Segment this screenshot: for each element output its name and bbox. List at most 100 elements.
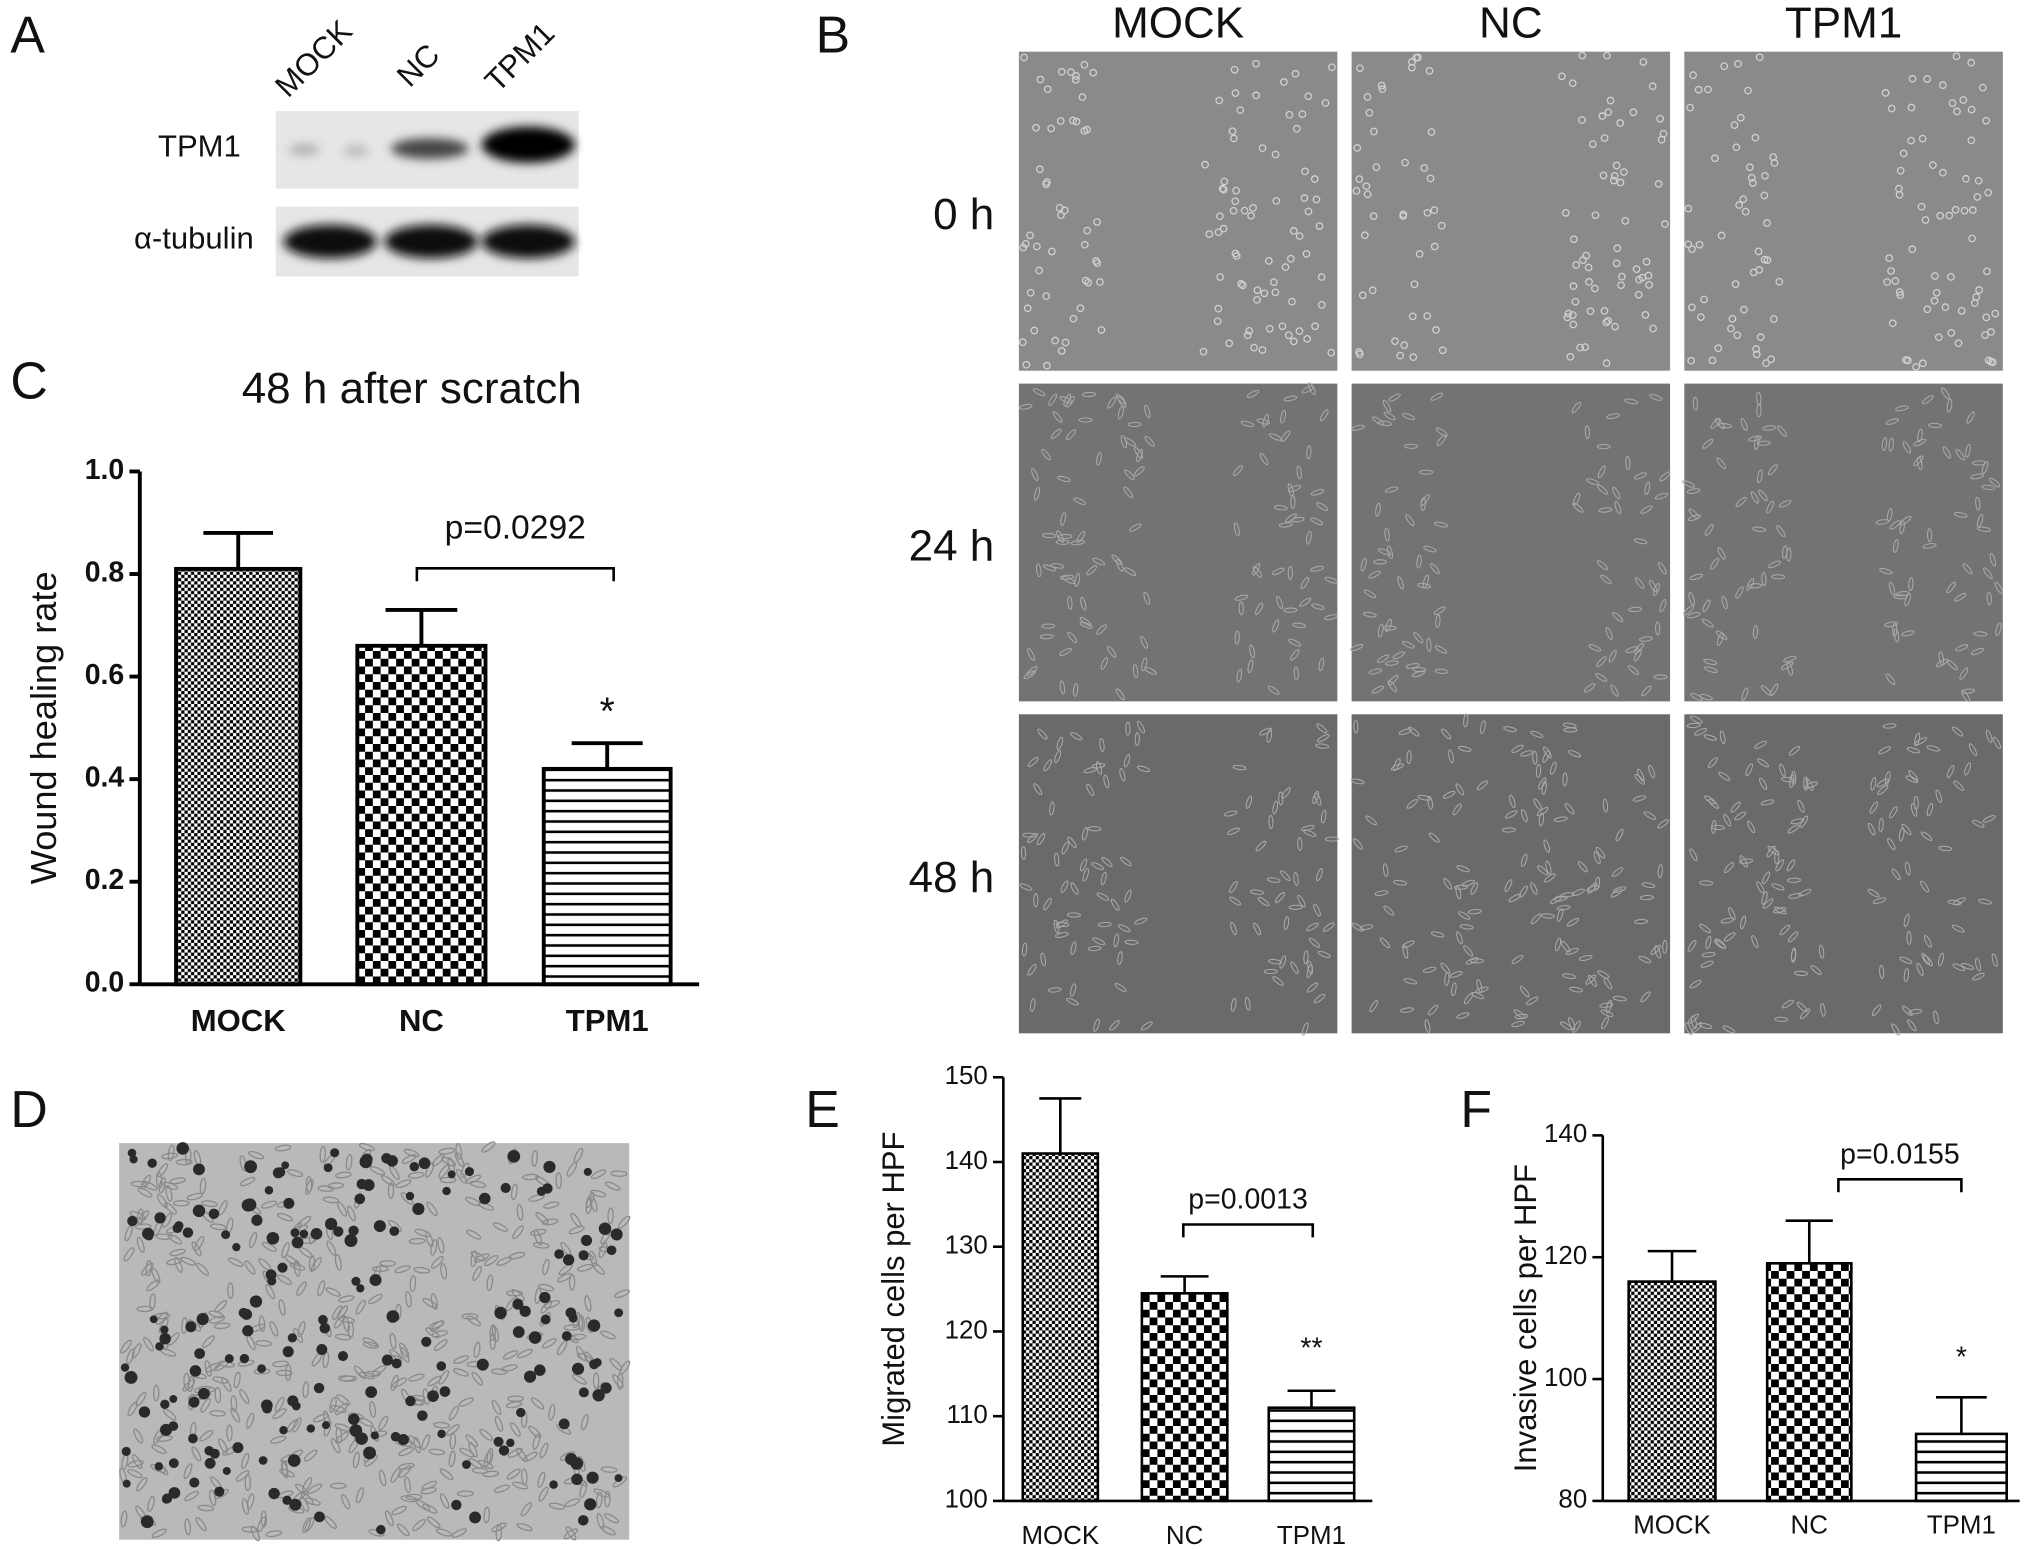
stained-cell (279, 1426, 288, 1435)
cell (1382, 399, 1392, 413)
panel-letter: F (1460, 1080, 1492, 1138)
cell (1096, 451, 1102, 466)
cell (1437, 221, 1446, 230)
stained-cell (330, 1148, 340, 1158)
stained-cell (405, 1191, 415, 1201)
column-label: MOCK (1112, 0, 1244, 47)
cell (244, 1260, 256, 1275)
cell (1901, 630, 1915, 637)
stained-cell (337, 1351, 349, 1362)
cell (1573, 492, 1581, 506)
cell (1960, 962, 1975, 970)
cell (338, 1295, 355, 1303)
cell (482, 1470, 500, 1478)
cell (1536, 806, 1549, 817)
cell (1684, 204, 1693, 213)
cell (194, 1235, 205, 1251)
cell (1115, 688, 1125, 701)
cell (1904, 356, 1912, 365)
cell (1767, 464, 1778, 476)
cell (325, 1287, 341, 1297)
cell (1599, 1002, 1614, 1008)
cell (589, 1250, 598, 1267)
cell (1365, 108, 1374, 117)
cell (1401, 640, 1415, 649)
cell (1413, 632, 1424, 644)
cell (167, 1233, 183, 1245)
cell (400, 1347, 410, 1363)
cell (1392, 651, 1406, 660)
cell (1505, 810, 1518, 819)
cell (137, 1210, 150, 1225)
cell (1716, 457, 1727, 470)
cell (227, 1257, 244, 1267)
cell (1810, 965, 1822, 975)
cell (539, 1442, 549, 1459)
cell (579, 1481, 588, 1499)
cell (1656, 114, 1665, 123)
stained-cell (314, 1511, 325, 1523)
cell (439, 1468, 454, 1481)
cell (1571, 401, 1582, 414)
cell (1313, 993, 1326, 1004)
cell (1100, 656, 1109, 670)
cell (1760, 191, 1769, 200)
cell (1283, 607, 1298, 613)
cell (516, 1522, 533, 1532)
cell (1115, 558, 1124, 572)
cell (1274, 891, 1286, 904)
cell (1314, 792, 1322, 806)
cell (1372, 163, 1381, 171)
cell (1287, 566, 1293, 580)
y-tick-label: 150 (945, 1062, 988, 1090)
cell (407, 1171, 425, 1179)
cell (1279, 78, 1288, 86)
cell (1268, 814, 1274, 829)
cell (355, 1299, 366, 1315)
stained-cell (324, 1217, 338, 1231)
cell (1899, 149, 1908, 158)
stained-cell (494, 1306, 507, 1320)
stained-cell (543, 1160, 556, 1174)
cell (1037, 728, 1048, 740)
cell (1382, 625, 1397, 631)
cell (1358, 291, 1367, 300)
cell (1606, 96, 1615, 105)
cell (1031, 468, 1039, 482)
cell (1022, 360, 1031, 369)
stained-cell (129, 1155, 138, 1164)
cell (358, 1371, 376, 1380)
cell (368, 1293, 383, 1305)
cell (1752, 350, 1761, 359)
stained-cell (176, 1142, 189, 1155)
cell (1086, 565, 1098, 576)
cell (1610, 888, 1623, 898)
cell (1463, 992, 1474, 1005)
cell (1353, 838, 1363, 850)
stained-cell (174, 1221, 184, 1231)
cell (1921, 216, 1930, 224)
cell (616, 1373, 624, 1390)
cell (1699, 693, 1713, 701)
cell (1047, 124, 1056, 133)
cell (1746, 577, 1755, 591)
cell (1092, 937, 1106, 946)
stained-cell (359, 1155, 373, 1169)
cell (162, 1408, 177, 1421)
cell (1408, 312, 1417, 321)
cell (409, 1275, 417, 1293)
cell (600, 1525, 616, 1536)
cell (1602, 318, 1611, 327)
cell (379, 1260, 397, 1267)
cell (305, 1178, 314, 1195)
cell (1908, 577, 1914, 591)
cell (1018, 338, 1027, 347)
cell (1952, 726, 1964, 737)
cell (1070, 732, 1083, 741)
cell (1571, 297, 1580, 306)
cell (1434, 645, 1448, 654)
cell (1605, 999, 1613, 1014)
cell (227, 1282, 234, 1299)
cell (1058, 533, 1073, 540)
cell (520, 1502, 532, 1517)
